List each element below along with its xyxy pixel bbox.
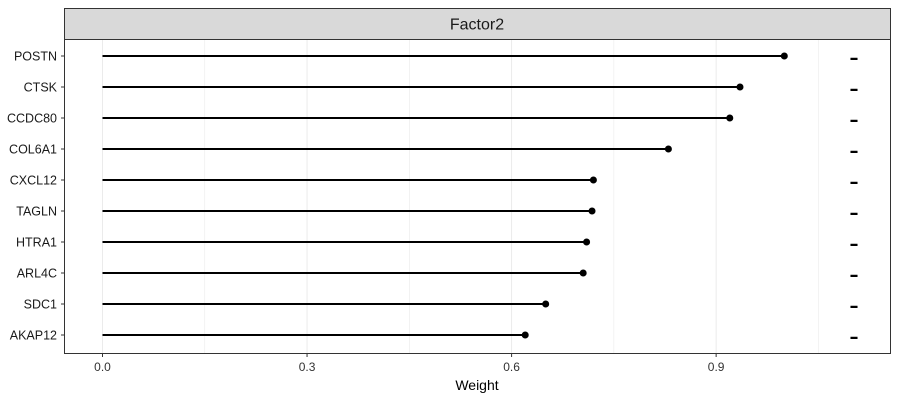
- category-label-postn: POSTN: [14, 50, 57, 64]
- category-labels: POSTN CTSK CCDC80 COL6A1 CXCL12 TAGLN HTRA1 ARL…: [7, 50, 65, 343]
- lollipop-point-akap12: [521, 331, 529, 339]
- lollipop-point-tagln: [588, 207, 596, 215]
- facet-strip: [64, 8, 891, 40]
- category-label-arl4c: ARL4C: [17, 267, 57, 281]
- lollipop-point-cxcl12: [589, 176, 597, 184]
- x-axis-ticks: 0.0 0.3 0.6 0.9: [94, 353, 725, 374]
- grid-lines: [102, 40, 819, 353]
- lollipop-point-col6a1: [664, 145, 672, 153]
- lollipop-point-ctsk: [736, 83, 744, 91]
- sign-marker-htra1: –: [850, 234, 859, 255]
- x-tick-label: 0.0: [94, 360, 111, 374]
- category-label-cxcl12: CXCL12: [10, 174, 57, 188]
- sign-marker-tagln: –: [850, 203, 859, 224]
- sign-marker-akap12: –: [850, 327, 859, 348]
- sign-marker-ccdc80: –: [850, 110, 859, 131]
- lollipop-point-postn: [780, 52, 788, 60]
- panel-border: [64, 39, 891, 354]
- facet-title: Factor2: [450, 17, 504, 34]
- category-label-ccdc80: CCDC80: [7, 112, 57, 126]
- lollipop-marks: – – – – – – – – – –: [102, 48, 859, 348]
- sign-marker-postn: –: [850, 48, 859, 69]
- x-axis-title: Weight: [455, 377, 498, 393]
- plot-panel: [64, 39, 891, 354]
- x-tick-label: 0.6: [503, 360, 520, 374]
- lollipop-point-arl4c: [579, 269, 587, 277]
- category-label-sdc1: SDC1: [24, 298, 57, 312]
- sign-marker-arl4c: –: [850, 265, 859, 286]
- lollipop-point-ccdc80: [726, 114, 734, 122]
- category-label-ctsk: CTSK: [24, 81, 58, 95]
- x-tick-label: 0.3: [299, 360, 316, 374]
- sign-marker-sdc1: –: [850, 296, 859, 317]
- category-label-tagln: TAGLN: [16, 205, 57, 219]
- sign-marker-ctsk: –: [850, 79, 859, 100]
- sign-marker-cxcl12: –: [850, 172, 859, 193]
- x-tick-label: 0.9: [708, 360, 725, 374]
- sign-marker-col6a1: –: [850, 141, 859, 162]
- category-label-col6a1: COL6A1: [9, 143, 57, 157]
- category-label-akap12: AKAP12: [10, 329, 57, 343]
- category-label-htra1: HTRA1: [16, 236, 57, 250]
- lollipop-point-sdc1: [542, 300, 550, 308]
- lollipop-point-htra1: [583, 238, 591, 246]
